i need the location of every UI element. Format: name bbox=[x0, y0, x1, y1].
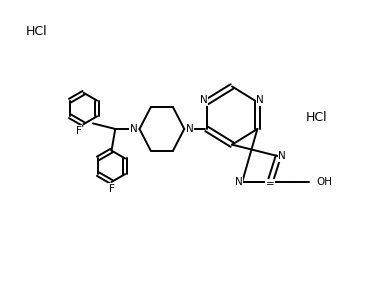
Text: N: N bbox=[200, 95, 208, 105]
Text: N: N bbox=[256, 95, 264, 105]
Text: N: N bbox=[186, 124, 194, 134]
Text: HCl: HCl bbox=[306, 111, 327, 124]
Text: OH: OH bbox=[316, 177, 332, 187]
Text: =: = bbox=[266, 179, 274, 189]
Text: N: N bbox=[235, 177, 243, 187]
Text: N: N bbox=[278, 151, 286, 161]
Text: N: N bbox=[130, 124, 138, 134]
Text: F: F bbox=[109, 184, 114, 194]
Text: F: F bbox=[76, 126, 82, 136]
Text: HCl: HCl bbox=[26, 25, 48, 38]
